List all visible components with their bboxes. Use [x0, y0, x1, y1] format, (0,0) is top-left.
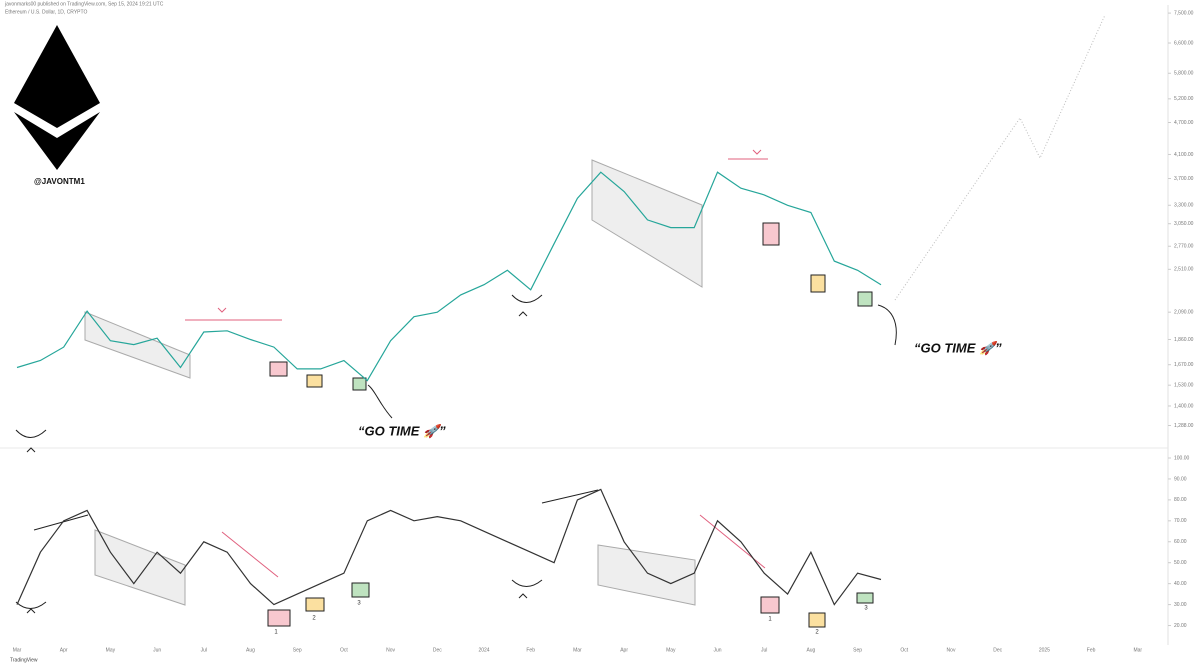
y-tick-label: 20.00: [1174, 623, 1187, 629]
y-tick-label: 6,600.00: [1174, 40, 1194, 46]
y-tick-label: 100.00: [1174, 455, 1190, 461]
y-tick-label: 5,200.00: [1174, 96, 1194, 102]
y-tick-label: 2,770.00: [1174, 244, 1194, 250]
y-tick-label: 5,800.00: [1174, 71, 1194, 77]
y-tick-label: 60.00: [1174, 539, 1187, 545]
x-tick-label: Aug: [806, 647, 815, 653]
y-tick-label: 3,050.00: [1174, 221, 1194, 227]
y-tick-label: 3,300.00: [1174, 203, 1194, 209]
x-tick-label: Sep: [853, 647, 862, 653]
publisher: javonmarks00 published on TradingView.co…: [4, 1, 164, 7]
x-tick-label: May: [106, 647, 116, 653]
annotation: “GO TIME 🚀”: [914, 340, 1002, 355]
x-tick-label: Jun: [713, 647, 721, 653]
x-tick-label: Nov: [386, 647, 395, 653]
y-tick-label: 30.00: [1174, 602, 1187, 608]
x-tick-label: Mar: [573, 647, 582, 653]
x-tick-label: Jun: [153, 647, 161, 653]
y-tick-label: 40.00: [1174, 581, 1187, 587]
wave-label: 3: [357, 601, 361, 607]
y-tick-label: 4,100.00: [1174, 152, 1194, 158]
x-tick-label: Mar: [1133, 647, 1142, 653]
y-tick-label: 3,700.00: [1174, 176, 1194, 182]
x-tick-label: Feb: [1087, 647, 1096, 653]
y-tick-label: 70.00: [1174, 518, 1187, 524]
wave-label: 3: [864, 606, 868, 612]
wave-label: 2: [312, 616, 316, 622]
y-tick-label: 1,288.00: [1174, 423, 1194, 429]
x-tick-label: Aug: [246, 647, 255, 653]
x-tick-label: 2025: [1039, 647, 1050, 653]
y-tick-label: 1,400.00: [1174, 403, 1194, 409]
x-tick-label: Nov: [947, 647, 956, 653]
eth-logo: [14, 25, 100, 170]
wave-label: 2: [815, 630, 819, 636]
drawings: [15, 14, 1106, 628]
x-tick-label: 2024: [478, 647, 489, 653]
x-tick-label: Sep: [293, 647, 302, 653]
x-tick-label: Dec: [993, 647, 1002, 653]
y-tick-label: 2,510.00: [1174, 267, 1194, 273]
y-tick-label: 7,500.00: [1174, 10, 1194, 16]
y-tick-label: 1,860.00: [1174, 337, 1194, 343]
series-line: [16, 171, 882, 382]
x-tick-label: Apr: [60, 647, 68, 653]
x-tick-label: Oct: [900, 647, 908, 653]
x-tick-label: Dec: [433, 647, 442, 653]
x-tick-label: Feb: [526, 647, 535, 653]
handle: @JAVONTM1: [34, 177, 85, 186]
y-tick-label: 50.00: [1174, 560, 1187, 566]
x-tick-label: Oct: [340, 647, 348, 653]
footer: TradingView: [10, 657, 38, 663]
y-tick-label: 4,700.00: [1174, 120, 1194, 126]
x-tick-label: Jul: [201, 647, 207, 653]
x-tick-label: Jul: [761, 647, 767, 653]
x-tick-label: Mar: [13, 647, 22, 653]
annotation: “GO TIME 🚀”: [358, 423, 446, 438]
y-tick-label: 2,090.00: [1174, 310, 1194, 316]
x-tick-label: Apr: [620, 647, 628, 653]
y-tick-label: 90.00: [1174, 476, 1187, 482]
y-tick-label: 1,530.00: [1174, 383, 1194, 389]
symbol: Ethereum / U.S. Dollar, 1D, CRYPTO: [5, 9, 87, 15]
series-line: [16, 488, 882, 606]
x-tick-label: May: [666, 647, 676, 653]
wave-label: 1: [274, 630, 278, 636]
y-tick-label: 1,670.00: [1174, 362, 1194, 368]
wave-label: 1: [768, 617, 772, 623]
y-tick-label: 80.00: [1174, 497, 1187, 503]
